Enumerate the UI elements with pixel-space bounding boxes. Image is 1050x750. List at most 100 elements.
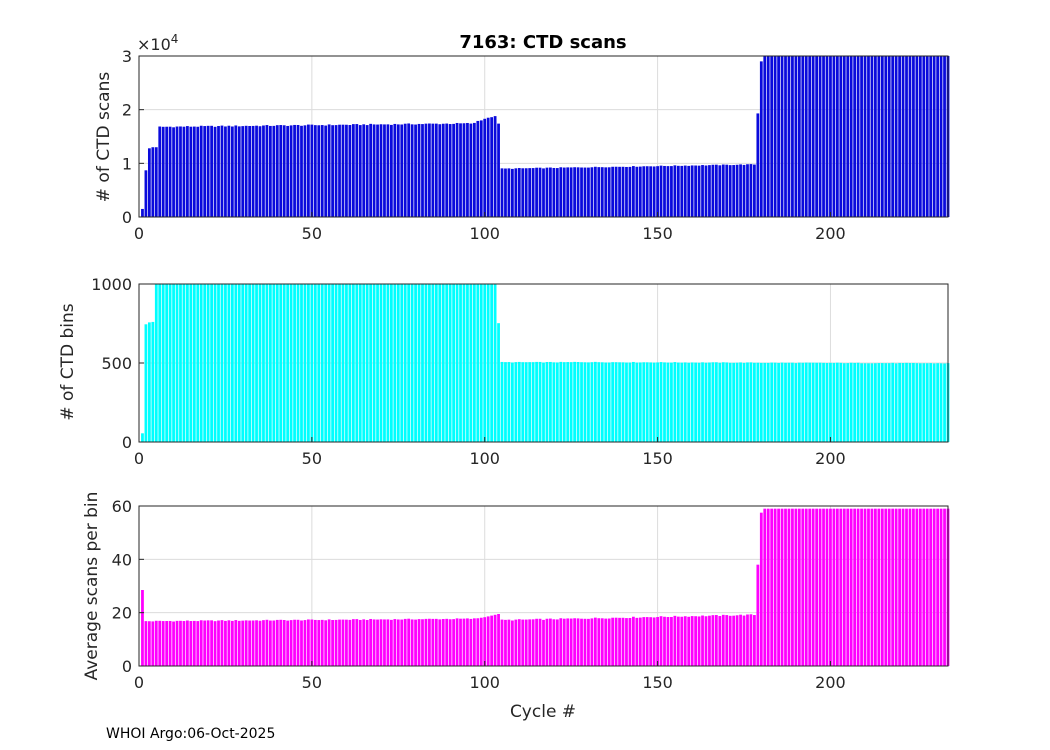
bar: [376, 124, 379, 217]
bar: [714, 362, 718, 442]
bar: [894, 56, 898, 217]
bar: [189, 126, 193, 217]
bar: [590, 618, 594, 666]
bar: [268, 620, 272, 666]
bar: [756, 113, 760, 217]
bar: [175, 126, 179, 217]
bar: [880, 508, 884, 666]
x-tick-label: 100: [469, 673, 500, 692]
bar: [590, 362, 594, 442]
bar: [362, 124, 366, 217]
bar: [735, 615, 739, 666]
bar: [521, 168, 525, 217]
bar: [663, 362, 666, 442]
bar: [272, 125, 276, 217]
bar: [645, 617, 649, 666]
axes-frame-scans: [138, 55, 949, 218]
bar: [531, 168, 535, 217]
bar: [511, 620, 514, 666]
bar: [542, 362, 545, 442]
bar: [863, 508, 867, 666]
bar: [759, 362, 763, 442]
bar: [511, 168, 514, 217]
x-tick-label: 150: [642, 673, 673, 692]
bar: [165, 621, 169, 666]
bar: [441, 619, 445, 666]
bar: [504, 362, 507, 442]
bar: [320, 619, 324, 666]
bar: [324, 284, 328, 442]
bar: [725, 164, 729, 217]
bar: [521, 619, 525, 666]
bar: [217, 620, 220, 666]
bar: [932, 363, 936, 442]
bar: [524, 168, 528, 217]
bar: [555, 619, 559, 666]
bar: [642, 617, 646, 666]
ticks-average: 0 50 100 150 200 0 20 40 60: [112, 497, 846, 692]
bar: [628, 362, 632, 442]
bar: [725, 615, 729, 666]
bar: [832, 508, 836, 666]
bar: [241, 284, 245, 442]
bar: [912, 362, 915, 442]
bar: [901, 508, 905, 666]
bar: [154, 284, 158, 442]
bar: [604, 362, 608, 442]
bar: [282, 620, 286, 666]
bar: [562, 618, 566, 666]
bar: [708, 165, 711, 217]
bar: [310, 124, 314, 217]
bar: [704, 362, 708, 442]
bar: [258, 620, 262, 666]
bar: [867, 56, 870, 217]
bar: [549, 361, 552, 442]
bar: [808, 508, 812, 666]
bar: [434, 284, 438, 442]
bar: [192, 284, 196, 442]
bar: [604, 618, 608, 666]
bar: [642, 362, 646, 442]
bar: [856, 362, 860, 442]
bar: [258, 284, 262, 442]
bar: [524, 362, 528, 442]
bar: [199, 620, 203, 666]
bar: [459, 618, 462, 666]
bar: [334, 284, 338, 442]
bar: [320, 125, 324, 217]
bar: [227, 620, 231, 666]
bar: [915, 363, 919, 442]
bar: [514, 168, 518, 217]
bar: [448, 124, 452, 217]
bar: [818, 56, 822, 217]
y-tick-label: 2: [122, 101, 132, 120]
bar: [673, 615, 677, 666]
bar: [358, 125, 362, 217]
bar: [835, 362, 839, 442]
bar: [345, 619, 348, 666]
bar: [939, 508, 943, 666]
bar: [338, 619, 341, 666]
bar: [932, 56, 936, 217]
bar: [818, 508, 822, 666]
bar: [545, 618, 549, 666]
bar: [445, 284, 449, 442]
y-axis-label-bins: # of CTD bins: [58, 303, 78, 420]
bar: [275, 125, 279, 217]
bar: [822, 508, 825, 666]
bar: [825, 56, 829, 217]
bar: [379, 284, 383, 442]
bar: [860, 56, 863, 217]
bar: [161, 126, 165, 217]
bar: [794, 56, 798, 217]
bar: [687, 362, 691, 442]
bar: [403, 284, 407, 442]
bar: [490, 615, 494, 666]
bar: [593, 361, 597, 442]
bar: [186, 620, 189, 666]
bar: [663, 616, 666, 666]
bar: [690, 362, 694, 442]
bar: [846, 56, 850, 217]
bar: [289, 125, 293, 217]
bar: [753, 164, 756, 217]
